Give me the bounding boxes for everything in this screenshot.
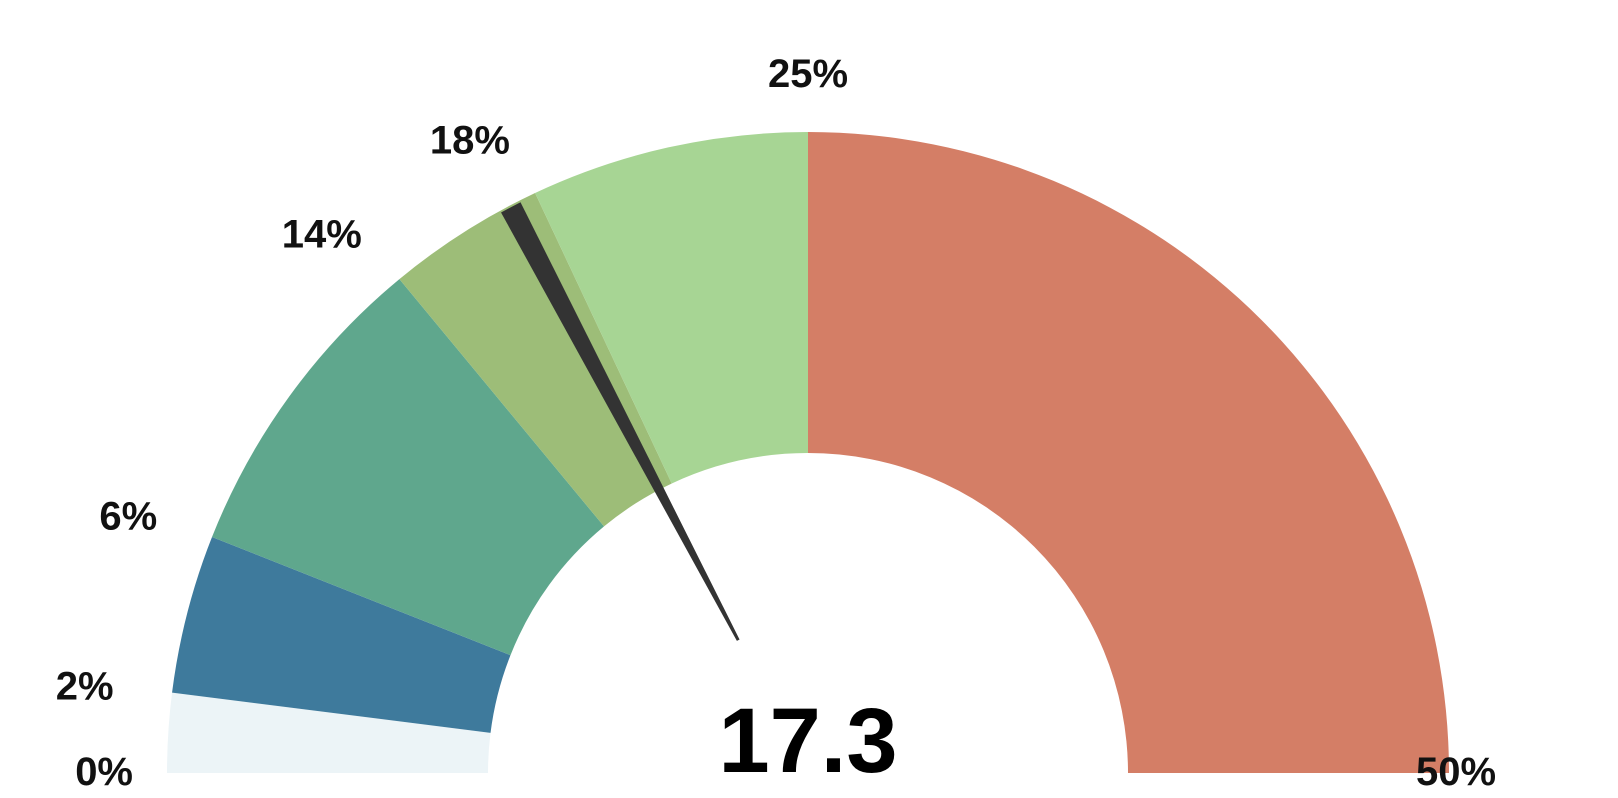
gauge-tick-label-2: 6% <box>99 494 157 538</box>
gauge-needle-layer <box>501 202 740 641</box>
gauge-needle <box>501 202 740 641</box>
gauge-band-5 <box>808 132 1449 773</box>
gauge-band-0 <box>167 692 491 773</box>
gauge-bands <box>167 132 1449 773</box>
gauge-band-4 <box>535 132 808 484</box>
gauge-tick-label-5: 25% <box>768 52 848 96</box>
gauge-tick-label-3: 14% <box>282 213 362 257</box>
gauge-band-3 <box>399 193 672 527</box>
gauge-tick-label-6: 50% <box>1416 750 1496 794</box>
gauge-tick-label-0: 0% <box>75 750 133 794</box>
gauge-tick-labels: 0% 2% 6% 14% 18% 25% 50% <box>56 52 1496 794</box>
gauge-tick-label-1: 2% <box>56 664 114 708</box>
gauge-value-label: 17.3 <box>718 690 897 792</box>
gauge-band-1 <box>172 537 511 733</box>
gauge-band-2 <box>212 279 605 656</box>
gauge-tick-label-4: 18% <box>430 119 510 163</box>
